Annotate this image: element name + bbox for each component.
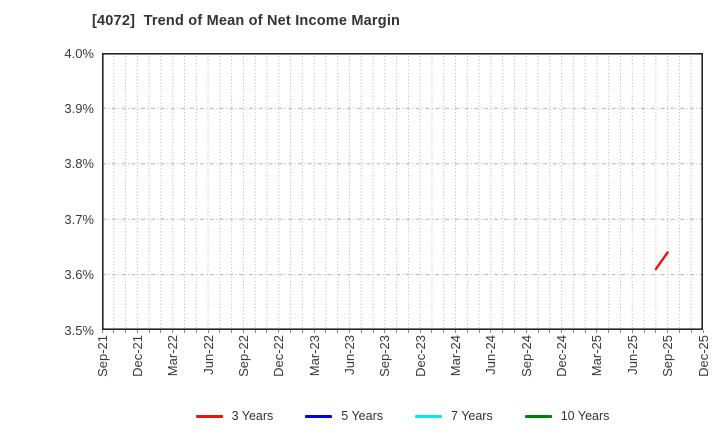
x-axis-tick-mark	[301, 330, 303, 333]
x-axis-tick-mark	[207, 330, 209, 333]
x-axis-tick-mark	[490, 330, 492, 333]
x-tick-label: Dec-23	[412, 335, 428, 377]
x-axis-tick-mark	[125, 330, 127, 333]
legend-label: 10 Years	[560, 409, 610, 423]
x-tick-label: Mar-22	[165, 335, 181, 377]
x-axis-tick-mark	[372, 330, 374, 333]
x-axis-tick-mark	[348, 330, 350, 333]
legend-item-10-years: 10 Years	[524, 409, 610, 423]
legend: 3 Years 5 Years 7 Years 10 Years	[102, 403, 703, 429]
x-tick-label: Mar-23	[306, 335, 322, 377]
x-axis-tick-mark	[407, 330, 409, 333]
x-axis-tick-mark	[678, 330, 680, 333]
x-axis-tick-mark	[266, 330, 268, 333]
x-axis-tick-mark	[620, 330, 621, 333]
x-tick-label: Jun-23	[341, 335, 357, 375]
x-axis-tick-mark	[631, 330, 633, 333]
x-axis-tick-mark	[384, 330, 386, 333]
x-tick-label: Mar-25	[589, 335, 605, 377]
x-axis-tick-mark	[242, 330, 244, 333]
legend-item-7-years: 7 Years	[415, 409, 493, 423]
plot-canvas	[102, 53, 704, 330]
x-axis-tick-mark	[160, 330, 162, 333]
x-tick-label: Jun-25	[624, 335, 640, 375]
x-tick-label: Mar-24	[448, 335, 464, 377]
x-axis-tick-mark	[525, 330, 527, 333]
x-tick-label: Jun-24	[483, 335, 499, 375]
x-axis-tick-mark	[478, 330, 480, 333]
x-axis-tick-mark	[360, 330, 362, 333]
x-axis-tick-mark	[502, 330, 504, 333]
x-axis-tick-mark	[278, 330, 280, 333]
x-axis-tick-mark	[443, 330, 445, 333]
plot-border	[102, 53, 704, 330]
x-axis-tick-mark	[572, 330, 574, 333]
x-tick-label: Dec-24	[554, 335, 570, 377]
x-axis-tick-mark	[584, 330, 586, 333]
legend-line-swatch-10-years	[524, 414, 552, 418]
legend-item-5-years: 5 Years	[305, 409, 383, 423]
y-tick-label: 3.9%	[64, 100, 94, 116]
x-axis-tick-mark	[537, 330, 539, 333]
x-axis-tick-mark	[290, 330, 292, 333]
y-tick-label: 3.5%	[64, 322, 94, 338]
x-tick-label: Dec-22	[271, 335, 287, 377]
x-tick-label: Dec-21	[129, 335, 145, 377]
x-axis-tick-mark	[455, 330, 457, 333]
x-axis-tick-mark	[561, 330, 563, 333]
x-axis-tick-mark	[655, 330, 657, 333]
x-axis-tick-mark	[419, 330, 421, 333]
x-tick-label: Sep-23	[377, 335, 393, 377]
x-axis-tick-mark	[195, 330, 197, 333]
legend-line-swatch-7-years	[415, 414, 443, 418]
x-axis-tick-mark	[254, 330, 256, 333]
x-axis-tick-mark	[702, 330, 704, 333]
plot-area	[102, 53, 704, 330]
x-axis-tick-mark	[466, 330, 468, 333]
x-axis-tick-mark	[549, 330, 551, 333]
legend-item-3-years: 3 Years	[195, 409, 274, 423]
x-axis-tick-mark	[608, 330, 610, 333]
x-axis-tick-mark	[313, 330, 315, 333]
legend-line-swatch-5-years	[305, 414, 333, 418]
x-axis-tick-mark	[325, 330, 327, 333]
x-axis-tick-mark	[513, 330, 515, 333]
x-axis-tick-mark	[690, 330, 692, 333]
legend-line-swatch-3-years	[195, 414, 223, 418]
legend-label: 3 Years	[231, 409, 274, 423]
legend-label: 5 Years	[341, 409, 384, 423]
x-axis-tick-mark	[431, 330, 433, 333]
x-tick-label: Jun-22	[200, 335, 216, 375]
x-tick-label: Dec-25	[695, 335, 711, 377]
x-axis-tick-mark	[136, 330, 138, 333]
x-axis-tick-mark	[113, 330, 115, 333]
x-axis-tick-mark	[148, 330, 150, 333]
x-tick-label: Sep-24	[518, 335, 534, 377]
y-tick-label: 3.6%	[64, 267, 94, 283]
legend-label: 7 Years	[451, 409, 493, 423]
x-axis-tick-mark	[183, 330, 185, 333]
x-tick-label: Sep-25	[660, 335, 676, 377]
x-axis-tick-mark	[231, 330, 233, 333]
chart-title: [4072] Trend of Mean of Net Income Margi…	[92, 13, 401, 29]
x-axis-tick-mark	[101, 330, 103, 333]
x-axis-tick-mark	[643, 330, 645, 333]
x-axis-tick-mark	[396, 330, 398, 333]
x-axis-tick-mark	[667, 330, 669, 333]
x-tick-label: Sep-21	[94, 335, 110, 377]
series-line-3-years	[654, 251, 669, 271]
x-axis-tick-mark	[596, 330, 598, 333]
x-axis-tick-mark	[219, 330, 221, 333]
y-tick-label: 3.7%	[64, 211, 94, 227]
y-tick-label: 4.0%	[64, 45, 94, 61]
y-tick-label: 3.8%	[64, 156, 94, 172]
x-tick-label: Sep-22	[235, 335, 251, 377]
x-axis-tick-mark	[337, 330, 339, 333]
x-axis-tick-mark	[172, 330, 174, 333]
